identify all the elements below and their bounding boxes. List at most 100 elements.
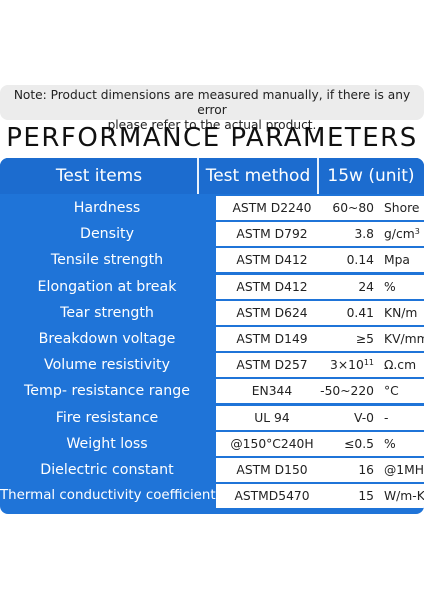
value: ≥5 <box>312 327 374 351</box>
unit: Ω.cm <box>384 353 424 377</box>
header-test-method: Test method <box>205 166 311 186</box>
unit-text: KV/mm <box>384 332 424 346</box>
row-values: ASTMD5470 15 W/m-K <box>216 484 424 509</box>
test-item-label: Tear strength <box>60 304 154 321</box>
row-values: ASTM D412 0.14 Mpa <box>216 248 424 273</box>
value-text: 16 <box>358 463 374 477</box>
value: 3×1011 <box>312 353 374 377</box>
unit: g/cm3 <box>384 222 424 246</box>
test-item-label: Tensile strength <box>50 252 164 269</box>
unit-text: g/cm <box>384 227 415 242</box>
test-method: ASTM D149 <box>236 332 308 346</box>
unit: KV/mm <box>384 327 424 351</box>
test-item-label: Temp- resistance range <box>24 383 190 400</box>
test-method: ASTM D257 <box>236 358 308 373</box>
note-line-1: Note: Product dimensions are measured ma… <box>13 88 411 117</box>
table-row: Thermal conductivity coefficient ASTMD547… <box>0 484 424 509</box>
unit-text: - <box>384 410 389 425</box>
table-row: Volume resistivity ASTM D257 3×1011 Ω.cm <box>0 353 424 378</box>
test-method: ASTMD5470 <box>234 489 310 504</box>
note-banner: Note: Product dimensions are measured ma… <box>0 85 424 132</box>
row-values: ASTM D150 16 @1MHz <box>216 458 424 482</box>
table-header: Test items Test method 15w (unit) <box>0 158 424 194</box>
row-values: EN344 -50~220 °C <box>216 379 424 404</box>
value-text: 60~80 <box>332 201 374 215</box>
test-method: ASTM D412 <box>236 253 308 268</box>
unit-text: Shore 00 <box>384 201 424 215</box>
value: 3.8 <box>312 222 374 246</box>
test-item-label: Volume resistivity <box>43 357 171 374</box>
unit-text: Ω.cm <box>384 358 417 373</box>
table-row: Dielectric constant ASTM D150 16 @1MHz <box>0 458 424 482</box>
value: 60~80 <box>312 196 374 220</box>
row-values: ASTM D149 ≥5 KV/mm <box>216 327 424 351</box>
value: V-0 <box>312 406 374 430</box>
unit: W/m-K <box>384 484 424 508</box>
table-row: Fire resistance UL 94 V-0- <box>0 405 424 430</box>
test-item-label: Fire resistance <box>55 409 159 426</box>
table-row: Density ASTM D792 3.8 g/cm3 <box>0 222 424 247</box>
row-values: @150°C240H ≤0.5% <box>216 431 424 456</box>
table-row: Elongation at break ASTM D412 24% <box>0 274 424 299</box>
row-values: UL 94 V-0- <box>216 405 424 430</box>
value-text: 15 <box>358 489 374 504</box>
header-divider <box>197 158 199 194</box>
unit-text: % <box>384 279 396 294</box>
value: -50~220 <box>312 379 374 403</box>
row-values: ASTM D2240 60~80 Shore 00 <box>216 196 424 220</box>
test-item-label: Dielectric constant <box>40 462 174 478</box>
unit-text: °C <box>384 384 399 399</box>
unit: KN/m <box>384 301 424 325</box>
test-item-label: Hardness <box>73 200 141 216</box>
row-values: ASTM D257 3×1011 Ω.cm <box>216 353 424 378</box>
unit: Shore 00 <box>384 196 424 220</box>
table-row: Weight loss @150°C240H ≤0.5% <box>0 431 424 456</box>
unit: Mpa <box>384 248 424 272</box>
unit-text: % <box>384 436 396 451</box>
unit: @1MHz <box>384 458 424 482</box>
test-method: UL 94 <box>254 410 290 425</box>
unit-exponent: 3 <box>414 227 420 237</box>
page-title: PERFORMANCE PARAMETERS <box>6 123 418 153</box>
unit: % <box>384 275 424 299</box>
test-item-label: Weight loss <box>66 435 148 452</box>
value-text: ≥5 <box>355 332 374 346</box>
value-text: V-0 <box>354 410 374 425</box>
test-method: ASTM D412 <box>236 279 308 294</box>
test-method: ASTM D2240 <box>232 201 312 215</box>
test-item-label: Elongation at break <box>37 278 177 295</box>
unit: - <box>384 406 424 430</box>
value-text: 3×10 <box>330 358 364 373</box>
test-item-label: Thermal conductivity coefficient <box>0 488 216 504</box>
value: 15 <box>312 484 374 508</box>
header-unit: 15w (unit) <box>327 166 415 186</box>
table-row: Tear strength ASTM D624 0.41 KN/m <box>0 300 424 325</box>
unit-text: W/m-K <box>384 489 424 504</box>
value-text: ≤0.5 <box>344 436 374 451</box>
value: 0.14 <box>312 248 374 272</box>
test-method: EN344 <box>251 384 293 399</box>
value: 24 <box>312 275 374 299</box>
row-values: ASTM D792 3.8 g/cm3 <box>216 222 424 247</box>
test-method: @150°C240H <box>230 436 314 451</box>
unit-text: Mpa <box>384 253 410 268</box>
test-method: ASTM D150 <box>236 463 308 477</box>
value-text: 24 <box>358 279 374 294</box>
table-row: Temp- resistance range EN344 -50~220 °C <box>0 379 424 404</box>
value-text: 0.14 <box>346 253 374 268</box>
row-values: ASTM D624 0.41 KN/m <box>216 300 424 325</box>
value-text: -50~220 <box>320 384 374 399</box>
test-method: ASTM D792 <box>236 227 308 242</box>
value: ≤0.5 <box>312 432 374 456</box>
value-text: 3.8 <box>354 227 374 242</box>
note-line-2: please refer to the actual product. <box>107 118 317 132</box>
row-values: ASTM D412 24% <box>216 274 424 299</box>
test-item-label: Breakdown voltage <box>38 331 176 347</box>
table-row: Tensile strength ASTM D412 0.14 Mpa <box>0 248 424 273</box>
header-test-items: Test items <box>55 166 143 186</box>
test-item-label: Density <box>80 226 134 243</box>
header-divider <box>317 158 319 194</box>
unit: °C <box>384 379 424 403</box>
parameters-table: Test items Test method 15w (unit) Hardne… <box>0 158 424 514</box>
value-exponent: 11 <box>363 358 374 368</box>
